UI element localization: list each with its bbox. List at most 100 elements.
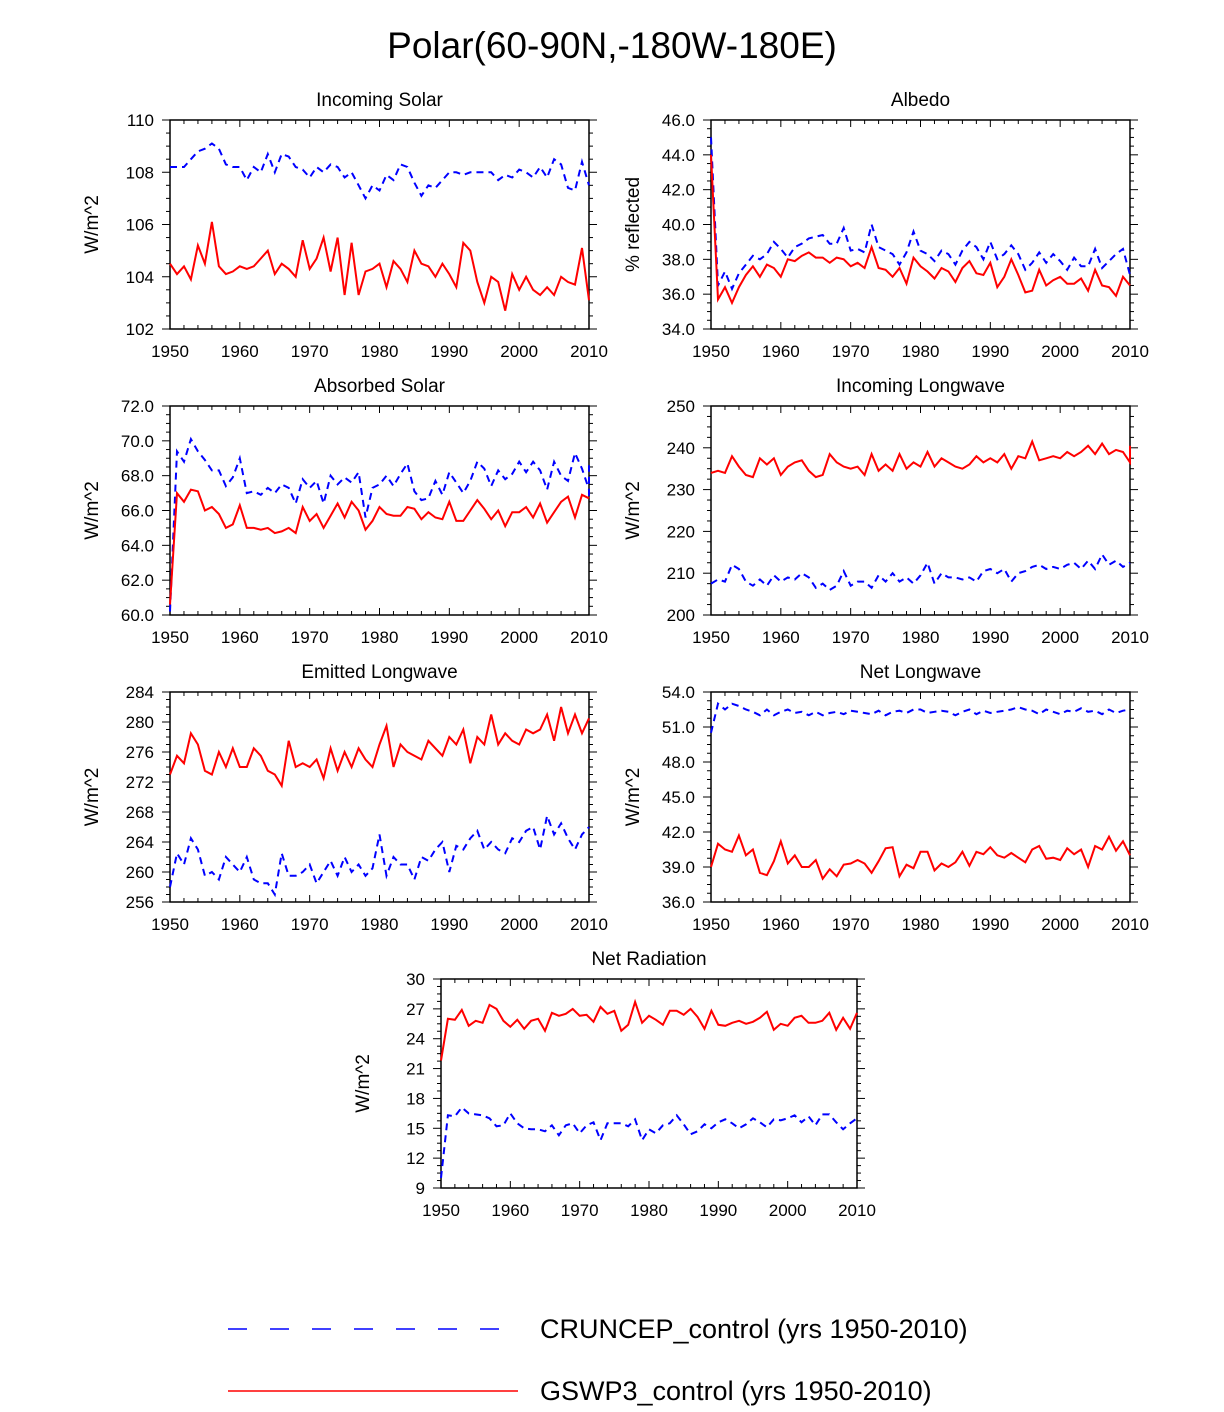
y-tick-label: 108 (126, 163, 154, 182)
y-tick-label: 38.0 (662, 250, 695, 269)
y-tick-label: 34.0 (662, 320, 695, 339)
y-tick-label: 230 (667, 481, 695, 500)
x-tick-label: 1980 (630, 1201, 668, 1220)
x-tick-label: 1950 (692, 915, 730, 934)
y-tick-label: 51.0 (662, 718, 695, 737)
y-tick-label: 68.0 (121, 467, 154, 486)
panel-albedo: Albedo % reflected 1950 1960 1970 1980 1990 200… (623, 90, 1149, 361)
y-tick-label: 210 (667, 564, 695, 583)
panel-title: Incoming Longwave (836, 376, 1005, 397)
series-line-gswp3 (440, 998, 858, 1061)
y-tick-label: 280 (126, 713, 154, 732)
x-tick-label: 2000 (500, 342, 538, 361)
panel-title: Emitted Longwave (301, 662, 457, 683)
x-tick-label: 2010 (570, 915, 608, 934)
y-axis-label: W/m^2 (353, 1054, 374, 1113)
plot-frame (710, 119, 1131, 330)
y-tick-label: 240 (667, 439, 695, 458)
panel-incoming-longwave: Incoming Longwave W/m^2 1950 1960 1970 1980 19… (623, 376, 1149, 647)
y-tick-label: 9 (416, 1179, 425, 1198)
y-axis-label: W/m^2 (82, 481, 103, 540)
plot-frame (710, 405, 1131, 616)
x-tick-label: 1960 (762, 915, 800, 934)
x-tick-label: 2010 (570, 342, 608, 361)
y-axis-label: W/m^2 (623, 768, 644, 827)
y-tick-label: 276 (126, 743, 154, 762)
x-tick-label: 2000 (1041, 342, 1079, 361)
y-tick-label: 64.0 (121, 536, 154, 555)
x-tick-label: 1990 (971, 915, 1009, 934)
x-tick-label: 1950 (151, 342, 189, 361)
y-tick-label: 36.0 (662, 893, 695, 912)
series-line-gswp3 (169, 706, 590, 789)
y-tick-label: 36.0 (662, 285, 695, 304)
y-tick-label: 284 (126, 683, 154, 702)
panel-title: Albedo (891, 90, 950, 111)
x-tick-label: 1950 (422, 1201, 460, 1220)
y-tick-label: 42.0 (662, 823, 695, 842)
y-tick-label: 15 (406, 1119, 425, 1138)
y-tick-label: 200 (667, 606, 695, 625)
x-tick-label: 1970 (832, 628, 870, 647)
legend: CRUNCEP_control (yrs 1950-2010) GSWP3_co… (228, 1314, 968, 1406)
x-tick-label: 2000 (1041, 628, 1079, 647)
x-tick-label: 1960 (221, 915, 259, 934)
panel-incoming-solar: Incoming Solar W/m^2 1950 1960 1970 1980 1990 2… (82, 90, 608, 361)
y-tick-label: 250 (667, 397, 695, 416)
y-tick-label: 220 (667, 522, 695, 541)
legend-label-gswp3: GSWP3_control (yrs 1950-2010) (540, 1376, 932, 1406)
series-line-cruncep (169, 436, 590, 612)
panel-title: Absorbed Solar (314, 376, 446, 397)
x-tick-label: 1980 (902, 628, 940, 647)
x-tick-label: 1950 (151, 628, 189, 647)
y-tick-label: 46.0 (662, 111, 695, 130)
y-tick-label: 39.0 (662, 858, 695, 877)
panel-net-longwave: Net Longwave W/m^2 1950 1960 1970 1980 1990 200… (623, 662, 1149, 934)
y-tick-label: 106 (126, 216, 154, 235)
y-axis-label: % reflected (623, 177, 644, 272)
y-tick-label: 40.0 (662, 216, 695, 235)
y-tick-label: 268 (126, 803, 154, 822)
x-tick-label: 2000 (500, 628, 538, 647)
y-tick-label: 72.0 (121, 397, 154, 416)
x-tick-label: 1950 (692, 628, 730, 647)
x-tick-label: 2000 (500, 915, 538, 934)
y-tick-label: 48.0 (662, 753, 695, 772)
plot-frame (440, 978, 858, 1189)
y-tick-label: 54.0 (662, 683, 695, 702)
x-tick-label: 1970 (561, 1201, 599, 1220)
x-tick-label: 1980 (902, 342, 940, 361)
x-tick-label: 2010 (1111, 628, 1149, 647)
x-tick-label: 2010 (1111, 342, 1149, 361)
x-tick-label: 1970 (832, 915, 870, 934)
x-tick-label: 2010 (1111, 915, 1149, 934)
panel-title: Net Radiation (591, 949, 706, 970)
series-line-cruncep (170, 142, 590, 201)
x-tick-label: 1960 (221, 628, 259, 647)
y-tick-label: 264 (126, 833, 154, 852)
y-tick-label: 21 (406, 1060, 425, 1079)
y-tick-label: 62.0 (121, 571, 154, 590)
legend-label-cruncep: CRUNCEP_control (yrs 1950-2010) (540, 1314, 968, 1344)
panel-net-radiation: Net Radiation W/m^2 1950 1960 1970 1980 1990 20… (353, 949, 876, 1220)
x-tick-label: 2010 (570, 628, 608, 647)
y-axis-label: W/m^2 (82, 195, 103, 254)
series-line-cruncep (710, 137, 1131, 292)
x-tick-label: 1990 (971, 628, 1009, 647)
x-tick-label: 2010 (838, 1201, 876, 1220)
y-tick-label: 45.0 (662, 788, 695, 807)
series-line-cruncep (710, 552, 1131, 592)
panel-emitted-longwave: Emitted Longwave W/m^2 1950 1960 1970 1980 199… (82, 662, 608, 934)
plot-frame (710, 691, 1131, 903)
x-tick-label: 2000 (1041, 915, 1079, 934)
x-tick-label: 1960 (762, 342, 800, 361)
x-tick-label: 1980 (902, 915, 940, 934)
panel-absorbed-solar: Absorbed Solar W/m^2 1950 1960 1970 1980 1990 2… (82, 376, 608, 647)
series-line-gswp3 (710, 154, 1131, 306)
x-tick-label: 1970 (291, 342, 329, 361)
panels: Incoming Solar W/m^2 1950 1960 1970 1980 1990 2… (82, 90, 1149, 1220)
y-tick-label: 24 (406, 1030, 425, 1049)
x-tick-label: 1950 (151, 915, 189, 934)
series-line-cruncep (440, 1105, 858, 1179)
